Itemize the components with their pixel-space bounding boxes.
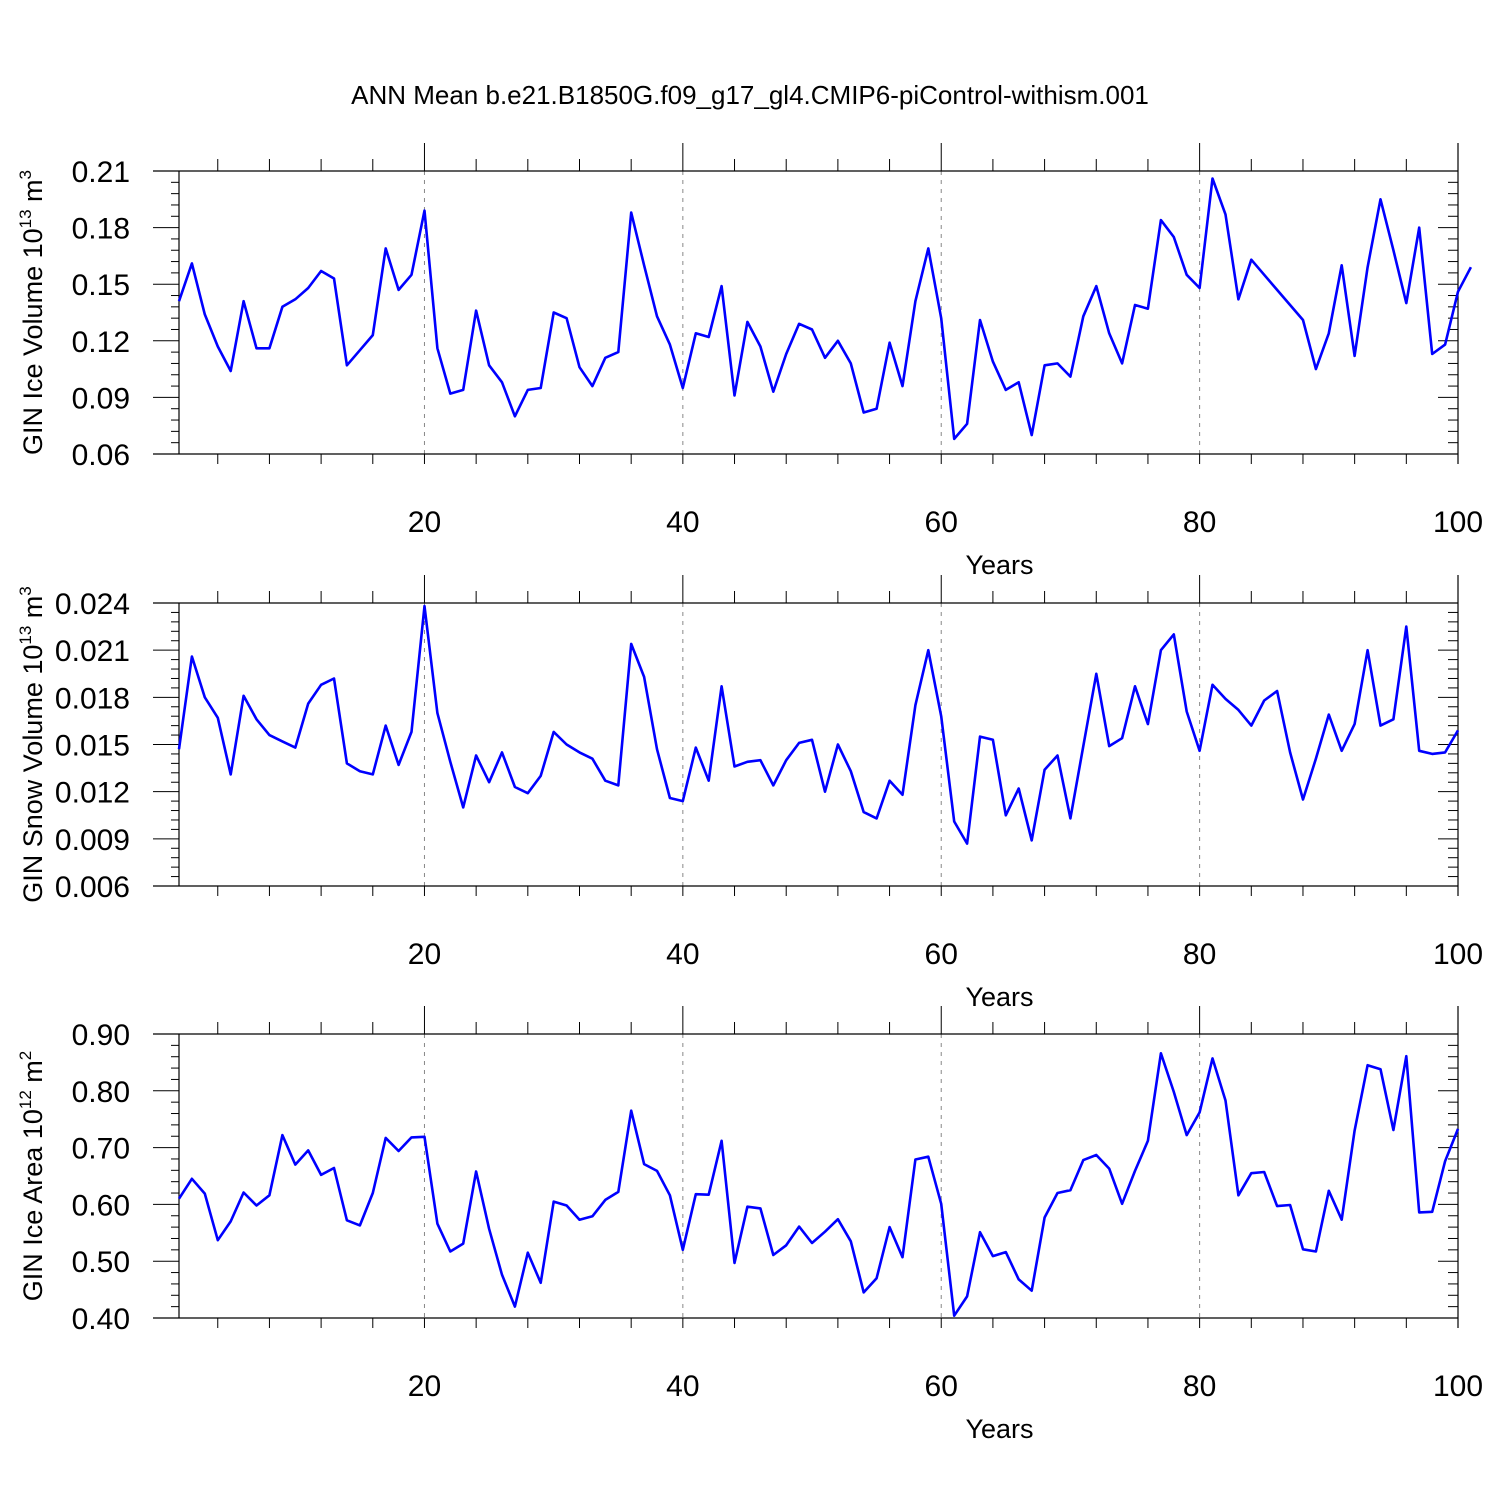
x-tick-label: 20: [408, 938, 441, 971]
x-axis-title: Years: [965, 550, 1033, 580]
x-tick-label: 100: [1433, 1370, 1483, 1403]
x-tick-label: 60: [925, 938, 958, 971]
y-axis-title-part: GIN Ice Volume 10: [18, 228, 48, 455]
x-tick-label: 40: [666, 506, 699, 539]
y-axis-title-part: GIN Snow Volume 10: [18, 645, 48, 903]
y-tick-label: 0.80: [72, 1076, 130, 1109]
y-tick-label: 0.40: [72, 1303, 130, 1336]
x-tick-label: 100: [1433, 938, 1483, 971]
y-tick-label: 0.90: [72, 1019, 130, 1052]
y-tick-label: 0.009: [55, 824, 130, 857]
y-axis-title: GIN Ice Volume 1013 m3: [16, 170, 48, 455]
y-tick-label: 0.15: [72, 269, 130, 302]
x-axis-title: Years: [965, 1414, 1033, 1444]
y-axis-title-superscript: 3: [16, 170, 35, 179]
panel-ice-volume: 20 40 60 80 100 0.06 0.09 0.12 0.15 0.18 0.21 Years…: [16, 143, 1483, 580]
x-tick-label: 40: [666, 1370, 699, 1403]
chart-title: ANN Mean b.e21.B1850G.f09_g17_gl4.CMIP6-…: [351, 80, 1149, 110]
data-series-line: [177, 177, 1473, 441]
data-series-line: [177, 604, 1460, 845]
x-tick-label: 20: [408, 1370, 441, 1403]
x-tick-label: 60: [925, 1370, 958, 1403]
y-tick-label: 0.006: [55, 871, 130, 904]
y-tick-label: 0.018: [55, 682, 130, 715]
y-axis-title: GIN Ice Area 1012 m2: [16, 1051, 48, 1302]
y-tick-label: 0.09: [72, 382, 130, 415]
x-tick-label: 60: [925, 506, 958, 539]
y-tick-label: 0.60: [72, 1189, 130, 1222]
x-tick-label: 40: [666, 938, 699, 971]
y-tick-label: 0.70: [72, 1133, 130, 1166]
y-tick-label: 0.012: [55, 777, 130, 810]
y-axis-title-superscript: 3: [16, 586, 35, 595]
y-axis-title-superscript: 2: [16, 1051, 35, 1060]
y-axis-title-part: GIN Ice Area 10: [18, 1109, 48, 1301]
data-series-line: [177, 1052, 1460, 1317]
y-tick-label: 0.18: [72, 213, 130, 246]
x-tick-label: 80: [1183, 506, 1216, 539]
y-tick-label: 0.06: [72, 439, 130, 472]
x-tick-label: 100: [1433, 506, 1483, 539]
y-axis-title-superscript: 13: [16, 209, 35, 228]
panel-snow-volume: 20 40 60 80 100 0.006 0.009 0.012 0.015 0.018 0.02…: [16, 575, 1483, 1012]
x-tick-label: 80: [1183, 938, 1216, 971]
y-tick-label: 0.021: [55, 635, 130, 668]
y-tick-label: 0.21: [72, 156, 130, 189]
y-tick-label: 0.015: [55, 730, 130, 763]
x-tick-label: 20: [408, 506, 441, 539]
x-axis-title: Years: [965, 982, 1033, 1012]
y-axis-title-part: m: [18, 1060, 48, 1090]
y-axis-title-part: m: [18, 179, 48, 209]
y-tick-label: 0.024: [55, 588, 130, 621]
y-axis-title-superscript: 13: [16, 626, 35, 645]
y-axis-title-superscript: 12: [16, 1090, 35, 1109]
x-tick-label: 80: [1183, 1370, 1216, 1403]
y-tick-label: 0.12: [72, 326, 130, 359]
panel-ice-area: 20 40 60 80 100 0.40 0.50 0.60 0.70 0.80 0.90 Years…: [16, 1006, 1483, 1444]
y-axis-title: GIN Snow Volume 1013 m3: [16, 586, 48, 903]
y-tick-label: 0.50: [72, 1246, 130, 1279]
y-axis-title-part: m: [18, 596, 48, 626]
